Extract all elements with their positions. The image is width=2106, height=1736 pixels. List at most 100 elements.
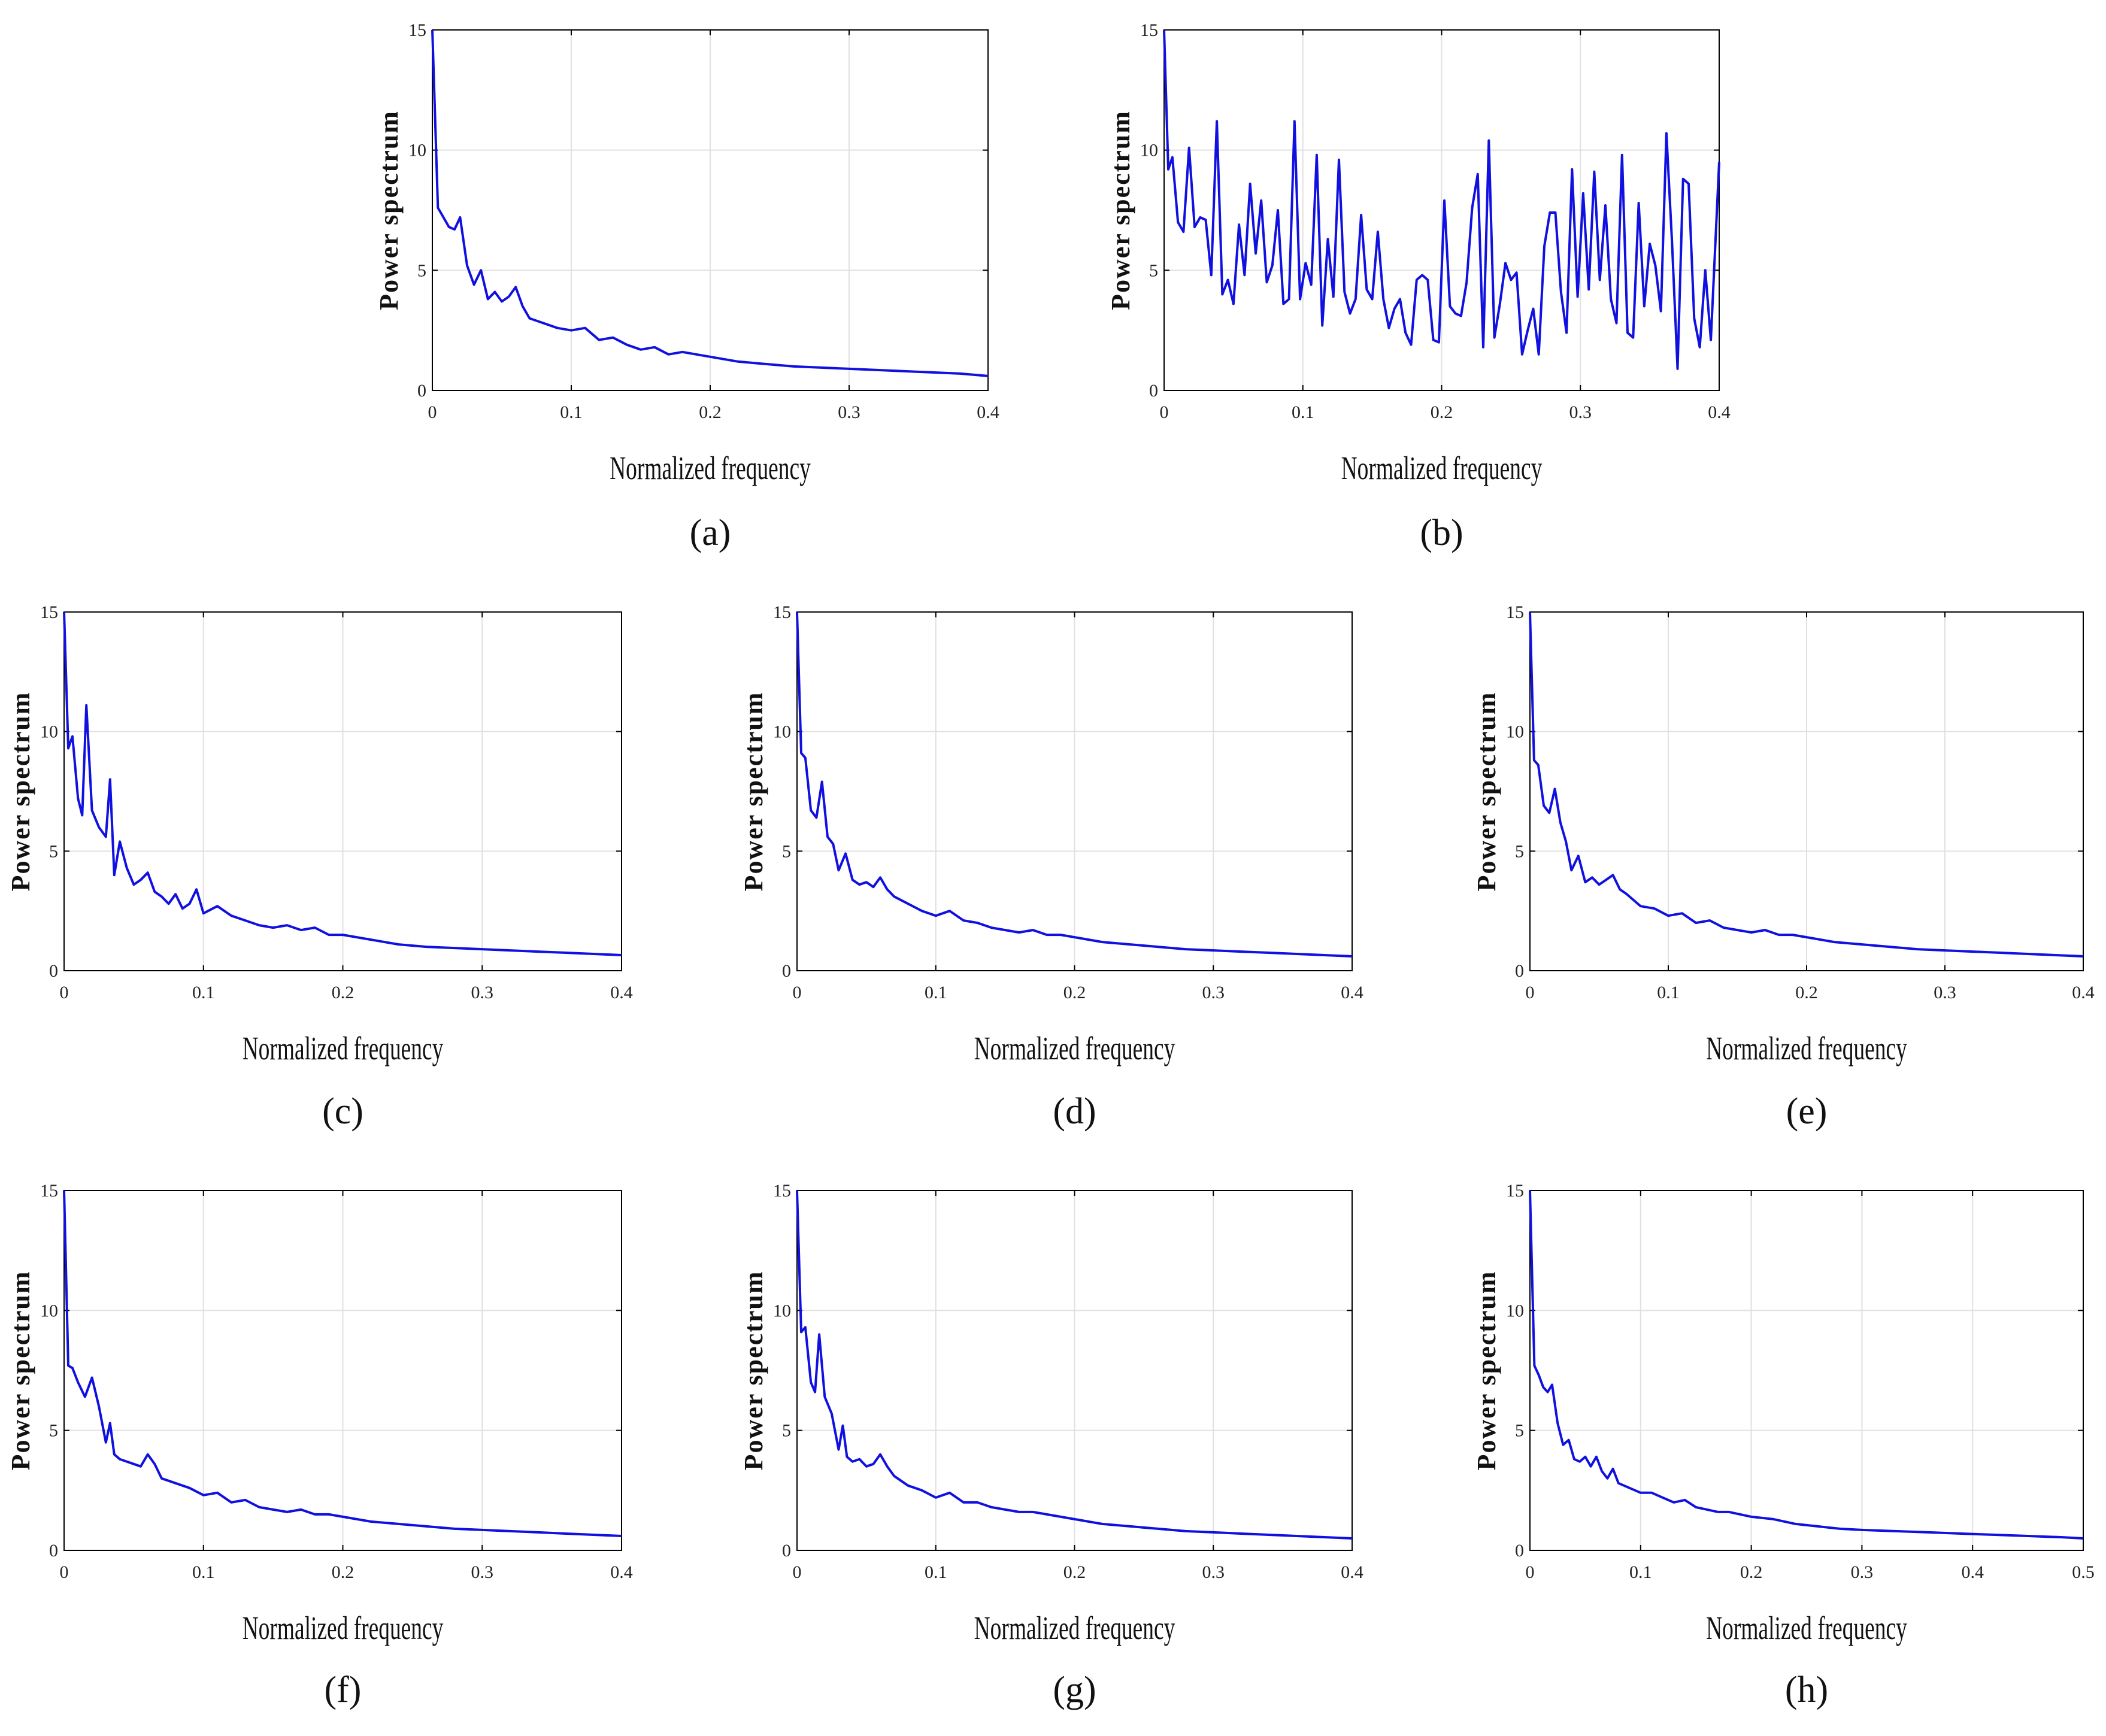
x-tick-label: 0: [1526, 983, 1535, 1002]
x-tick-label: 0: [793, 1562, 802, 1582]
x-tick-label: 0.2: [699, 402, 722, 422]
y-tick-label: 15: [408, 20, 426, 40]
x-tick-label: 0: [60, 983, 69, 1002]
chart-panel-h: 0 0.1 0.2 0.3 0.4 0.5 0 5 10 15 Normalized frequen…: [1472, 1181, 2095, 1647]
x-tick-label: 0: [793, 983, 802, 1002]
y-tick-label: 5: [782, 1421, 791, 1441]
series-line-spectrum: [63, 611, 622, 956]
y-axis-label: Power spectrum: [1106, 110, 1135, 310]
panel-caption: (c): [322, 1091, 363, 1132]
x-tick-label: 0.2: [332, 1562, 354, 1582]
y-axis-label: Power spectrum: [739, 1271, 768, 1471]
x-axis-label: Normalized frequency: [1706, 1031, 1907, 1067]
x-tick-label: 0.4: [610, 983, 633, 1002]
y-tick-label: 15: [1140, 20, 1158, 40]
x-tick-label: 0.3: [1202, 983, 1225, 1002]
y-tick-label: 15: [773, 602, 791, 622]
y-tick-label: 15: [773, 1181, 791, 1201]
panel-caption: (a): [690, 513, 731, 553]
y-tick-label: 10: [408, 141, 426, 160]
y-axis-label: Power spectrum: [374, 110, 404, 310]
x-tick-label: 0.4: [1961, 1562, 1984, 1582]
y-tick-label: 5: [1515, 841, 1524, 861]
series-line-spectrum: [1163, 29, 1720, 370]
x-tick-label: 0.1: [560, 402, 583, 422]
chart-panel-g: 0 0.1 0.2 0.3 0.4 0 5 10 15 Normalized frequency P…: [739, 1181, 1363, 1647]
y-tick-label: 0: [1515, 961, 1524, 981]
x-tick-label: 0: [1526, 1562, 1535, 1582]
x-axis-label: Normalized frequency: [974, 1610, 1175, 1647]
y-tick-label: 15: [1506, 1181, 1524, 1201]
x-tick-label: 0.3: [1202, 1562, 1225, 1582]
x-axis-label: Normalized frequency: [243, 1031, 444, 1067]
y-axis-label: Power spectrum: [1472, 1271, 1501, 1471]
x-tick-label: 0.4: [1341, 983, 1363, 1002]
series-line-spectrum: [796, 611, 1353, 958]
y-tick-label: 5: [417, 260, 426, 280]
y-tick-label: 5: [49, 1421, 58, 1441]
x-tick-label: 0.4: [1341, 1562, 1363, 1582]
x-tick-label: 0: [1160, 402, 1169, 422]
y-tick-label: 0: [1515, 1541, 1524, 1561]
series-line-spectrum: [431, 29, 989, 377]
x-tick-label: 0.4: [610, 1562, 633, 1582]
x-tick-label: 0: [60, 1562, 69, 1582]
x-tick-label: 0.1: [192, 1562, 215, 1582]
y-tick-label: 10: [1140, 141, 1158, 160]
y-tick-label: 5: [1515, 1421, 1524, 1441]
y-tick-label: 0: [49, 961, 58, 981]
series-line-spectrum: [1529, 611, 2084, 958]
x-tick-label: 0.1: [192, 983, 215, 1002]
panel-caption: (h): [1785, 1670, 1828, 1710]
panel-caption: (b): [1420, 513, 1463, 553]
series-line-spectrum: [1529, 1190, 2084, 1540]
x-tick-label: 0.3: [471, 1562, 494, 1582]
y-axis-label: Power spectrum: [6, 1271, 35, 1471]
y-tick-label: 15: [40, 602, 58, 622]
x-tick-label: 0.4: [1708, 402, 1731, 422]
series-line-spectrum: [796, 1190, 1353, 1540]
chart-panel-b: 0 0.1 0.2 0.3 0.4 0 5 10 15 Normalized frequency P…: [1106, 20, 1731, 487]
chart-panel-e: 0 0.1 0.2 0.3 0.4 0 5 10 15 Normalized frequency P…: [1472, 602, 2095, 1067]
x-tick-label: 0.3: [1851, 1562, 1874, 1582]
panel-caption: (e): [1786, 1091, 1828, 1132]
panel-caption: (d): [1053, 1091, 1096, 1132]
y-tick-label: 5: [49, 841, 58, 861]
y-tick-label: 10: [40, 1301, 58, 1320]
x-tick-label: 0.3: [1569, 402, 1592, 422]
x-tick-label: 0.5: [2072, 1562, 2095, 1582]
x-tick-label: 0.3: [838, 402, 860, 422]
y-tick-label: 15: [40, 1181, 58, 1201]
y-tick-label: 10: [1506, 1301, 1524, 1320]
x-tick-label: 0.2: [1795, 983, 1818, 1002]
x-tick-label: 0.3: [471, 983, 494, 1002]
panel-caption: (f): [325, 1670, 362, 1710]
chart-panel-f: 0 0.1 0.2 0.3 0.4 0 5 10 15 Normalized frequency P…: [6, 1181, 633, 1647]
panel-caption: (g): [1053, 1670, 1096, 1710]
series-line-spectrum: [63, 1190, 622, 1537]
x-axis-label: Normalized frequency: [610, 450, 811, 487]
x-tick-label: 0.2: [1063, 983, 1086, 1002]
chart-panel-c: 0 0.1 0.2 0.3 0.4 0 5 10 15 Normalized frequency P…: [6, 602, 633, 1067]
x-tick-label: 0.1: [1292, 402, 1314, 422]
x-axis-label: Normalized frequency: [1706, 1610, 1907, 1647]
x-tick-label: 0.1: [925, 983, 947, 1002]
x-tick-label: 0.2: [332, 983, 354, 1002]
y-tick-label: 0: [49, 1541, 58, 1561]
y-tick-label: 5: [1149, 260, 1158, 280]
y-axis-label: Power spectrum: [1472, 692, 1501, 892]
x-tick-label: 0.1: [1657, 983, 1680, 1002]
x-tick-label: 0.4: [2072, 983, 2095, 1002]
chart-panel-a: 0 0.1 0.2 0.3 0.4 0 5 10 15 Normalized frequency P…: [374, 20, 999, 487]
x-axis-label: Normalized frequency: [243, 1610, 444, 1647]
axes-frame: [1529, 1190, 2084, 1551]
x-tick-label: 0.4: [977, 402, 999, 422]
x-tick-label: 0.1: [925, 1562, 947, 1582]
y-tick-label: 10: [40, 722, 58, 742]
y-tick-label: 10: [1506, 722, 1524, 742]
x-tick-label: 0.2: [1740, 1562, 1763, 1582]
x-tick-label: 0.2: [1431, 402, 1453, 422]
chart-panel-d: 0 0.1 0.2 0.3 0.4 0 5 10 15 Normalized frequency P…: [739, 602, 1363, 1067]
x-tick-label: 0: [428, 402, 437, 422]
